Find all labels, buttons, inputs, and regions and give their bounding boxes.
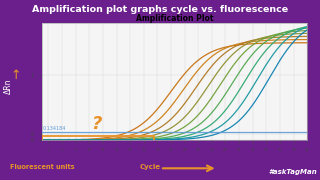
Text: Amplification plot graphs cycle vs. fluorescence: Amplification plot graphs cycle vs. fluo… <box>32 5 288 14</box>
Text: Fluorescent units: Fluorescent units <box>10 164 74 170</box>
Text: ?: ? <box>91 115 101 133</box>
Text: 0.134184: 0.134184 <box>43 126 66 131</box>
Title: Amplification Plot: Amplification Plot <box>136 14 213 23</box>
Text: ↑: ↑ <box>11 69 21 82</box>
Text: #askTagMan: #askTagMan <box>268 169 317 175</box>
Text: ΔRn: ΔRn <box>4 79 12 94</box>
Bar <box>42 136 154 141</box>
Text: Cycle: Cycle <box>140 164 161 170</box>
